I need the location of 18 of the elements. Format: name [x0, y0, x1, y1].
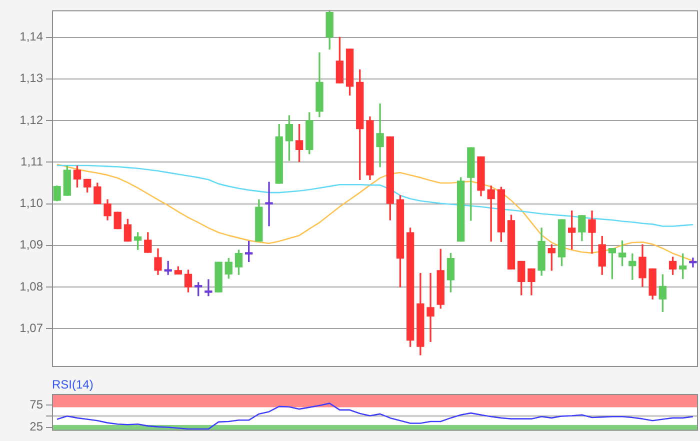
y-tick-label: 25 [30, 420, 44, 434]
candlestick [265, 182, 273, 226]
y-tick-label: 1,07 [20, 321, 44, 336]
candlestick [487, 186, 495, 242]
y-tick-label: 1,10 [20, 196, 44, 210]
candlestick [426, 272, 434, 342]
y-tick-label: 1,09 [20, 238, 44, 252]
y-tick-label: 1,13 [20, 71, 44, 86]
candlestick [689, 258, 697, 268]
candlestick [164, 260, 172, 275]
y-tick-label: 75 [30, 397, 44, 412]
y-tick-label: 1,12 [20, 112, 44, 127]
candlestick [204, 279, 212, 296]
y-tick-label: 1,11 [20, 154, 44, 168]
candlestick [376, 104, 384, 168]
y-tick-label: 1,08 [20, 279, 44, 294]
chart-title: RSI(14) [52, 377, 94, 392]
y-tick-label: 1,14 [20, 30, 44, 44]
